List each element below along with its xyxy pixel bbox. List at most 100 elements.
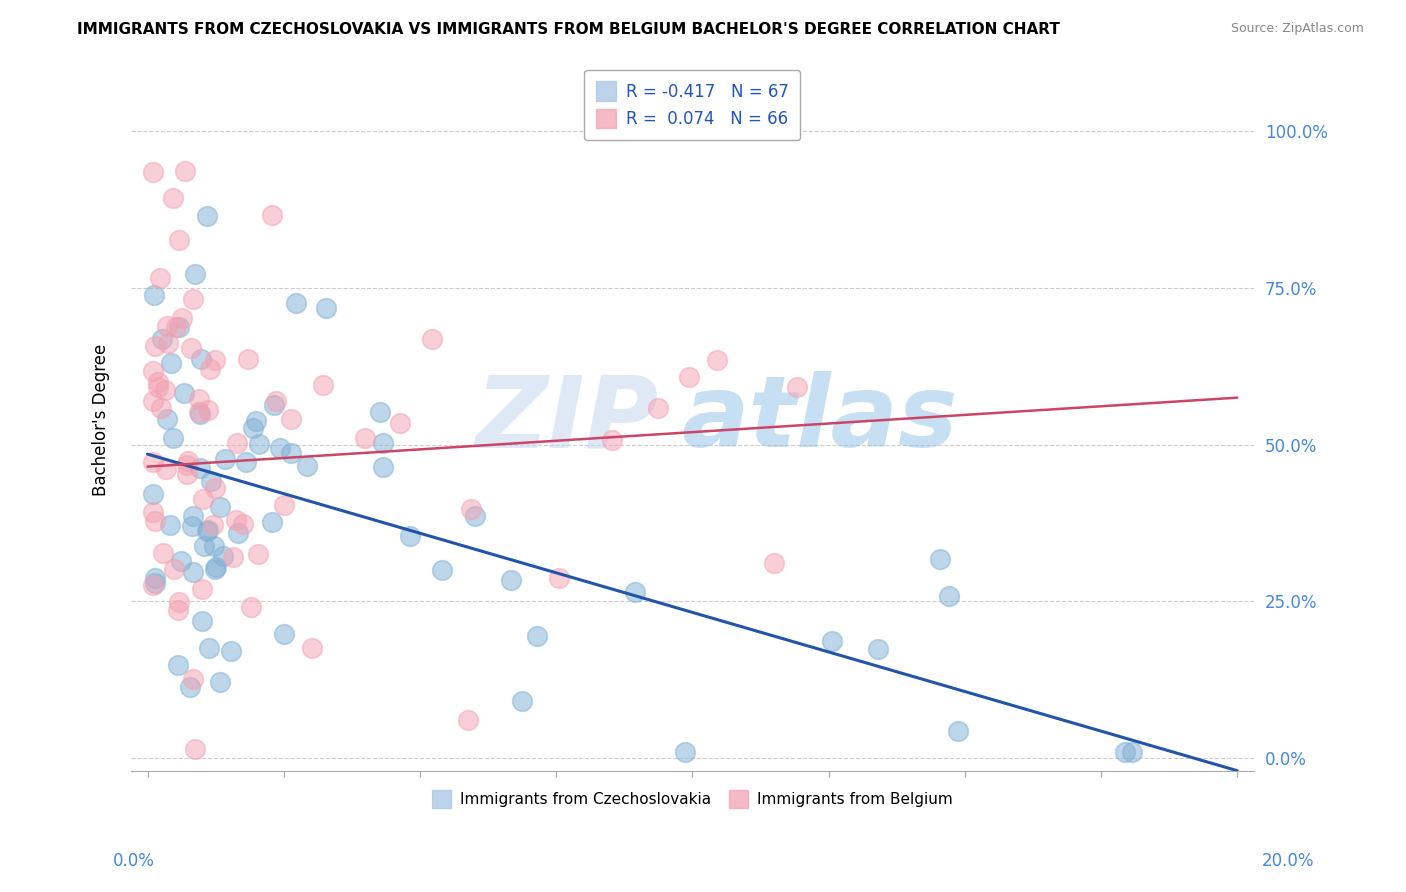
Point [262,516,284,530]
Point [420,332,443,346]
Point [204,559,226,574]
Point [240,600,263,615]
Point [181,292,204,306]
Point [167,658,190,673]
Point [184,742,207,756]
Point [162,191,184,205]
Point [143,575,166,590]
Point [1114,745,1136,759]
Point [245,414,267,428]
Point [706,352,728,367]
Text: Source: ZipAtlas.com: Source: ZipAtlas.com [1230,22,1364,36]
Point [499,574,522,588]
Point [247,437,270,451]
Point [142,487,165,501]
Point [464,509,486,524]
Point [460,502,482,516]
Point [548,571,571,585]
Point [197,403,219,417]
Point [273,626,295,640]
Point [181,672,204,686]
Point [226,526,249,541]
Point [236,352,259,367]
Point [678,370,700,384]
Point [647,401,669,415]
Point [226,436,249,450]
Point [354,431,377,445]
Point [868,642,890,657]
Point [262,208,284,222]
Point [193,491,215,506]
Point [311,377,333,392]
Point [156,318,179,333]
Point [246,547,269,561]
Point [142,165,165,179]
Point [280,446,302,460]
Point [181,565,204,579]
Point [371,459,394,474]
Point [232,516,254,531]
Point [315,301,337,316]
Point [938,590,960,604]
Point [285,296,308,310]
Point [195,524,218,538]
Point [174,163,197,178]
Point [153,384,176,398]
Point [176,467,198,481]
Text: IMMIGRANTS FROM CZECHOSLOVAKIA VS IMMIGRANTS FROM BELGIUM BACHELOR'S DEGREE CORR: IMMIGRANTS FROM CZECHOSLOVAKIA VS IMMIGR… [77,22,1060,37]
Text: 0.0%: 0.0% [112,852,155,870]
Point [176,458,198,473]
Point [142,505,165,519]
Point [188,407,211,421]
Point [195,209,218,223]
Point [142,394,165,409]
Point [163,562,186,576]
Text: atlas: atlas [681,371,957,468]
Point [156,412,179,426]
Point [181,518,204,533]
Point [209,674,232,689]
Point [143,339,166,353]
Point [623,584,645,599]
Y-axis label: Bachelor's Degree: Bachelor's Degree [93,343,110,496]
Point [235,455,257,469]
Point [191,582,214,597]
Point [157,335,180,350]
Point [142,364,165,378]
Text: 20.0%: 20.0% [1263,852,1315,870]
Point [155,462,177,476]
Point [928,551,950,566]
Point [204,562,226,576]
Point [198,640,221,655]
Point [204,353,226,368]
Point [167,233,190,247]
Point [146,375,169,389]
Point [820,634,842,648]
Point [169,595,191,609]
Point [197,523,219,537]
Point [600,433,623,447]
Point [763,556,786,570]
Point [183,267,205,281]
Point [430,562,453,576]
Point [214,451,236,466]
Point [167,320,190,334]
Point [172,310,194,325]
Text: ZIP: ZIP [475,371,659,468]
Point [181,508,204,523]
Point [188,405,211,419]
Point [202,517,225,532]
Point [1121,745,1143,759]
Point [170,554,193,568]
Point [297,459,319,474]
Point [149,271,172,285]
Point [269,441,291,455]
Point [510,694,533,708]
Point [149,401,172,415]
Point [198,361,221,376]
Point [225,512,247,526]
Point [209,500,232,514]
Point [180,341,202,355]
Point [221,550,243,565]
Point [152,546,174,560]
